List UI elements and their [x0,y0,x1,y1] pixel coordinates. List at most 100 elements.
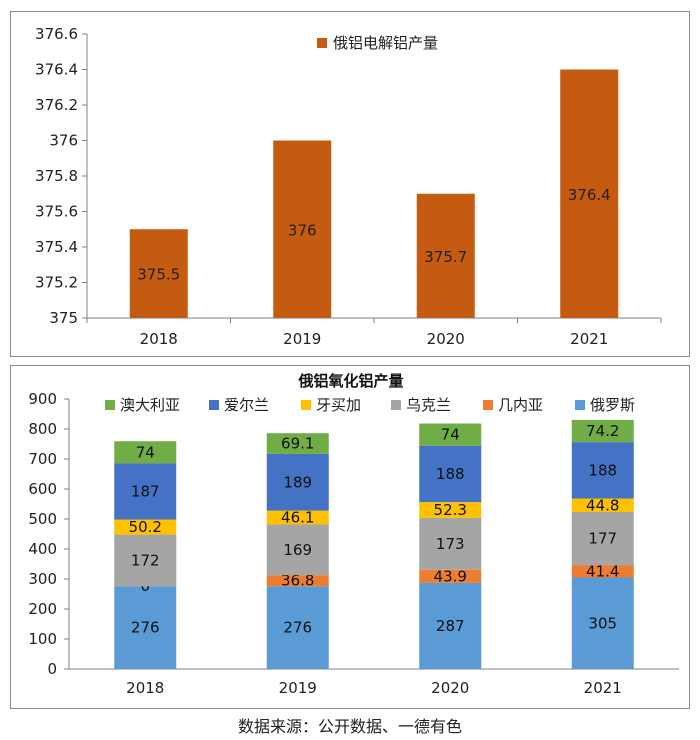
stacked-bar-segment [419,517,482,570]
legend-swatch [105,400,115,410]
data-label: 173 [436,535,465,553]
chart-title: 俄铝氧化铝产量 [297,372,403,390]
x-tick-label: 2018 [140,330,178,348]
data-label: 69.1 [281,435,314,453]
y-tick-label: 376.2 [35,96,78,114]
bar [416,193,475,318]
y-tick-label: 300 [28,570,57,588]
data-label: 305 [588,614,617,632]
stacked-bar-segment [266,575,329,587]
aluminum-production-chart: 375 375.2 375.4 375.6 375.8 376 376.2 376.4 376.… [35,25,662,348]
stacked-bar-segment [266,510,329,525]
y-tick-label: 375.2 [35,274,78,292]
y-tick-label: 376.6 [35,25,78,43]
data-label: 74 [441,426,460,444]
y-tick-label: 375.8 [35,167,78,185]
y-tick-label: 900 [28,390,57,408]
data-label: 52.3 [434,501,467,519]
data-label: 41.4 [586,562,619,580]
y-tick-label: 500 [28,510,57,528]
stacked-bar-segment [419,569,482,583]
data-label: 276 [131,619,160,637]
x-tick-label: 2021 [570,330,608,348]
legend-label: 乌克兰 [406,396,451,414]
data-label: 375.7 [424,248,467,266]
legend-swatch [317,38,327,48]
data-label: 189 [283,473,312,491]
data-label: 50.2 [129,518,162,536]
legend-label: 几内亚 [498,396,543,414]
y-tick-label: 375 [49,309,78,327]
stacked-bar-segment [266,433,329,454]
data-label: 188 [436,465,465,483]
data-label: 187 [131,482,160,500]
stacked-bar-segment [114,519,177,535]
bar [129,229,188,318]
legend-label: 俄罗斯 [590,396,635,414]
stacked-bar-segment [419,582,482,669]
data-label: 375.5 [137,266,180,284]
data-label: 287 [436,617,465,635]
stacked-bar-segment [419,423,482,446]
bar [560,69,619,318]
x-tick-label: 2020 [431,679,469,697]
legend-swatch [301,400,311,410]
y-tick-label: 200 [28,600,57,618]
x-tick-label: 2019 [283,330,321,348]
y-tick-label: 375.6 [35,203,78,221]
stacked-bar-segment [114,441,177,464]
stacked-bar-segment [114,463,177,520]
bar [273,140,332,318]
legend-swatch [209,400,219,410]
data-label: 276 [283,619,312,637]
data-label: 376 [288,221,317,239]
alumina-production-chart-panel: 俄铝氧化铝产量010020030040050060070080090027601… [10,365,690,709]
stacked-bar-segment [266,524,329,576]
data-label: 44.8 [586,496,619,514]
data-label: 172 [131,551,160,569]
y-tick-label: 375.4 [35,238,78,256]
stacked-bar-segment [114,534,177,587]
stacked-bar-segment [266,453,329,511]
stacked-bar-segment [266,586,329,669]
x-tick-label: 2019 [279,679,317,697]
data-label: 376.4 [568,186,611,204]
x-tick-label: 2020 [427,330,465,348]
data-label: 43.9 [434,567,467,585]
legend-swatch [575,400,585,410]
data-label: 188 [588,461,617,479]
stacked-bar-segment [114,586,177,669]
data-label: 169 [283,541,312,559]
legend-swatch [391,400,401,410]
stacked-bar-segment [419,445,482,503]
y-tick-label: 0 [47,660,57,678]
stacked-bar-segment [571,565,634,578]
y-tick-label: 100 [28,630,57,648]
legend-label: 爱尔兰 [224,396,269,414]
data-label: 36.8 [281,572,314,590]
source-note: 数据来源：公开数据、一德有色 [237,717,462,736]
y-tick-label: 600 [28,480,57,498]
y-tick-label: 376.4 [35,61,78,79]
stacked-bar-segment [419,502,482,518]
x-tick-label: 2021 [584,679,622,697]
legend-label: 牙买加 [316,396,361,414]
y-tick-label: 700 [28,450,57,468]
legend-label: 澳大利亚 [120,396,180,414]
y-tick-label: 400 [28,540,57,558]
data-label: 46.1 [281,509,314,527]
y-tick-label: 800 [28,420,57,438]
legend-swatch [483,400,493,410]
data-label: 74 [136,443,155,461]
data-label: 177 [588,530,617,548]
alumina-production-chart: 俄铝氧化铝产量010020030040050060070080090027601… [28,372,679,697]
x-tick-label: 2018 [126,679,164,697]
stacked-bar-segment [571,419,634,443]
legend-label: 俄铝电解铝产量 [333,34,438,52]
y-tick-label: 376 [49,132,78,150]
stacked-bar-segment [571,442,634,499]
stacked-bar-segment [571,577,634,669]
stacked-bar-segment [571,498,634,512]
aluminum-production-chart-panel: 375 375.2 375.4 375.6 375.8 376 376.2 376.4 376.… [10,11,690,357]
stacked-bar-segment [571,511,634,566]
